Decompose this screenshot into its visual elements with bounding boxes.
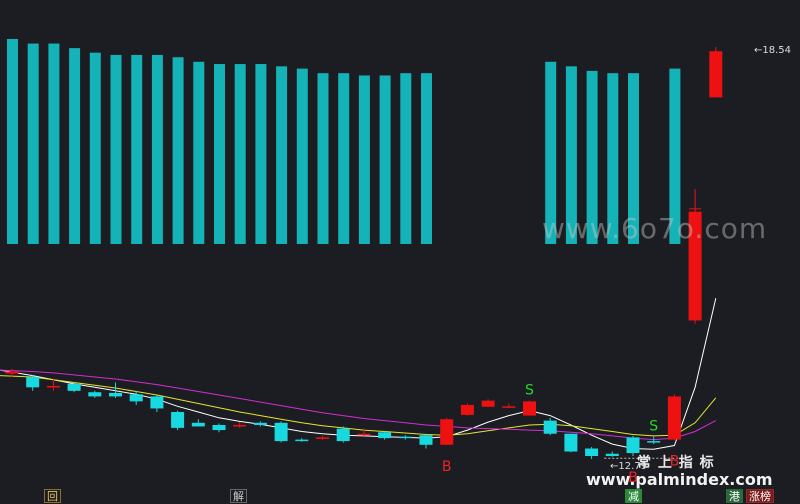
volume-bar [7, 39, 18, 244]
candle-body [357, 433, 371, 436]
candle-body [295, 439, 309, 442]
volume-bar [421, 73, 432, 245]
volume-bar [296, 68, 308, 244]
sell-signal: S [649, 419, 658, 435]
candle-body [647, 441, 661, 443]
candle-body [419, 435, 433, 445]
candle-body [46, 385, 60, 388]
volume-bar [358, 75, 370, 244]
buy-signal: B [628, 470, 638, 486]
watermark-bottom: www.palmindex.com [586, 470, 773, 489]
candle-body [129, 394, 143, 402]
candle-body [502, 406, 516, 408]
candle-body [212, 424, 226, 431]
candle-body [440, 419, 454, 445]
candle-body [564, 433, 578, 452]
buy-signal: B [670, 454, 680, 470]
candle-body [274, 422, 288, 442]
watermark-top: www.6o7o.com [542, 212, 768, 245]
volume-bar [400, 73, 412, 245]
candle-body [688, 211, 702, 321]
candle-body [481, 400, 495, 407]
volume-bar [545, 61, 557, 245]
sell-signal: S [525, 383, 534, 399]
candle-body [316, 437, 329, 439]
volume-bar [669, 68, 681, 244]
candle-body [585, 448, 599, 456]
candle-body [67, 383, 81, 391]
arrow-left-icon: ← [754, 45, 763, 56]
low-price-value: 12.79 [618, 461, 648, 472]
candle-layer [5, 47, 723, 460]
signal-layer: B S B S B [442, 383, 679, 486]
high-price-value: 18.54 [762, 45, 792, 56]
explain-button[interactable]: 解 [230, 489, 247, 503]
volume-bar [234, 64, 246, 244]
volume-bar [628, 73, 639, 245]
volume-bar [607, 73, 619, 245]
candle-body [253, 422, 267, 425]
candle-body [667, 396, 681, 440]
volume-bar [276, 66, 288, 244]
arrow-left-icon: ← [610, 461, 619, 472]
candle-body [26, 376, 40, 388]
candle-body [191, 422, 205, 427]
candle-body [233, 424, 247, 427]
reduce-button[interactable]: 减 [625, 489, 642, 503]
hk-button[interactable]: 港 [726, 489, 743, 503]
candle-body [109, 392, 122, 397]
high-price-label: ←18.54 [754, 45, 791, 56]
candle-body [398, 436, 412, 439]
candle-body [88, 392, 102, 397]
candle-body [378, 432, 392, 439]
volume-bar [193, 61, 205, 245]
volume-bar [317, 73, 329, 245]
volume-bar [110, 54, 122, 244]
volume-bar [172, 57, 184, 244]
ma-short-line [0, 298, 717, 450]
volume-bar [565, 66, 577, 244]
volume-bar [255, 64, 267, 244]
low-price-label: ←12.79 [610, 461, 647, 472]
volume-bar [48, 43, 60, 244]
ma-mid-line [0, 375, 717, 437]
buy-signal: B [442, 459, 452, 475]
candle-body [709, 51, 723, 98]
volume-bar [586, 70, 598, 244]
ma-long-line [0, 369, 717, 441]
candle-body [523, 401, 536, 416]
candle-body [626, 437, 640, 453]
candle-body [543, 420, 557, 434]
volume-bar [27, 43, 39, 244]
watermark-mid: 常 上 指 标 [637, 455, 715, 471]
volume-bar [69, 48, 81, 244]
volume-layer [7, 39, 681, 245]
candle-body [171, 412, 185, 428]
volume-bar [131, 54, 143, 244]
candle-body [460, 404, 474, 415]
back-button[interactable]: 回 [44, 489, 61, 503]
volume-bar [214, 64, 225, 244]
gainers-button[interactable]: 涨榜 [746, 489, 774, 503]
candle-body [605, 453, 619, 456]
volume-bar [338, 73, 350, 245]
candle-body [150, 396, 164, 409]
candle-body [5, 371, 19, 374]
candle-body [336, 428, 350, 442]
volume-bar [89, 52, 101, 244]
volume-bar [151, 54, 163, 244]
volume-bar [379, 75, 391, 244]
moving-average-layer [0, 298, 717, 450]
